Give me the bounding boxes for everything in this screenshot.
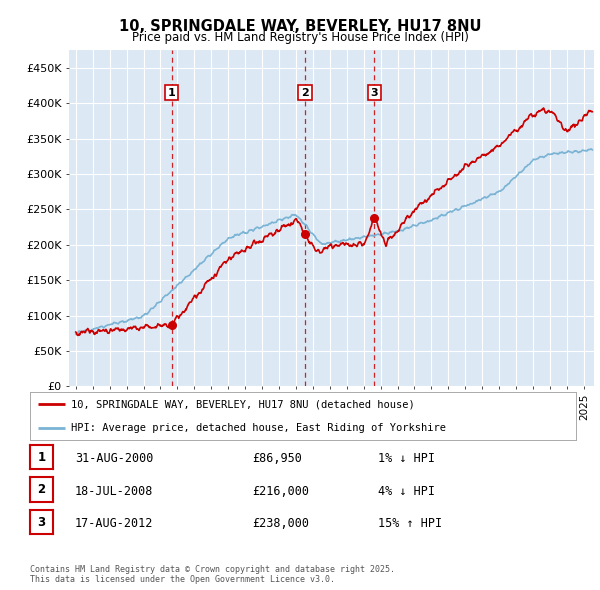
Text: £216,000: £216,000: [252, 484, 309, 498]
Text: £86,950: £86,950: [252, 452, 302, 466]
Text: 17-AUG-2012: 17-AUG-2012: [75, 517, 154, 530]
Text: 2: 2: [301, 88, 309, 97]
Text: 10, SPRINGDALE WAY, BEVERLEY, HU17 8NU (detached house): 10, SPRINGDALE WAY, BEVERLEY, HU17 8NU (…: [71, 399, 415, 409]
Text: Contains HM Land Registry data © Crown copyright and database right 2025.
This d: Contains HM Land Registry data © Crown c…: [30, 565, 395, 584]
Text: £238,000: £238,000: [252, 517, 309, 530]
Text: 1: 1: [37, 451, 46, 464]
Text: 2: 2: [37, 483, 46, 496]
Text: 4% ↓ HPI: 4% ↓ HPI: [378, 484, 435, 498]
Text: 18-JUL-2008: 18-JUL-2008: [75, 484, 154, 498]
Text: 1: 1: [168, 88, 176, 97]
Text: 10, SPRINGDALE WAY, BEVERLEY, HU17 8NU: 10, SPRINGDALE WAY, BEVERLEY, HU17 8NU: [119, 19, 481, 34]
Text: 15% ↑ HPI: 15% ↑ HPI: [378, 517, 442, 530]
Text: 3: 3: [37, 516, 46, 529]
Text: 31-AUG-2000: 31-AUG-2000: [75, 452, 154, 466]
Text: 1% ↓ HPI: 1% ↓ HPI: [378, 452, 435, 466]
Text: Price paid vs. HM Land Registry's House Price Index (HPI): Price paid vs. HM Land Registry's House …: [131, 31, 469, 44]
Text: HPI: Average price, detached house, East Riding of Yorkshire: HPI: Average price, detached house, East…: [71, 423, 446, 432]
Text: 3: 3: [371, 88, 378, 97]
